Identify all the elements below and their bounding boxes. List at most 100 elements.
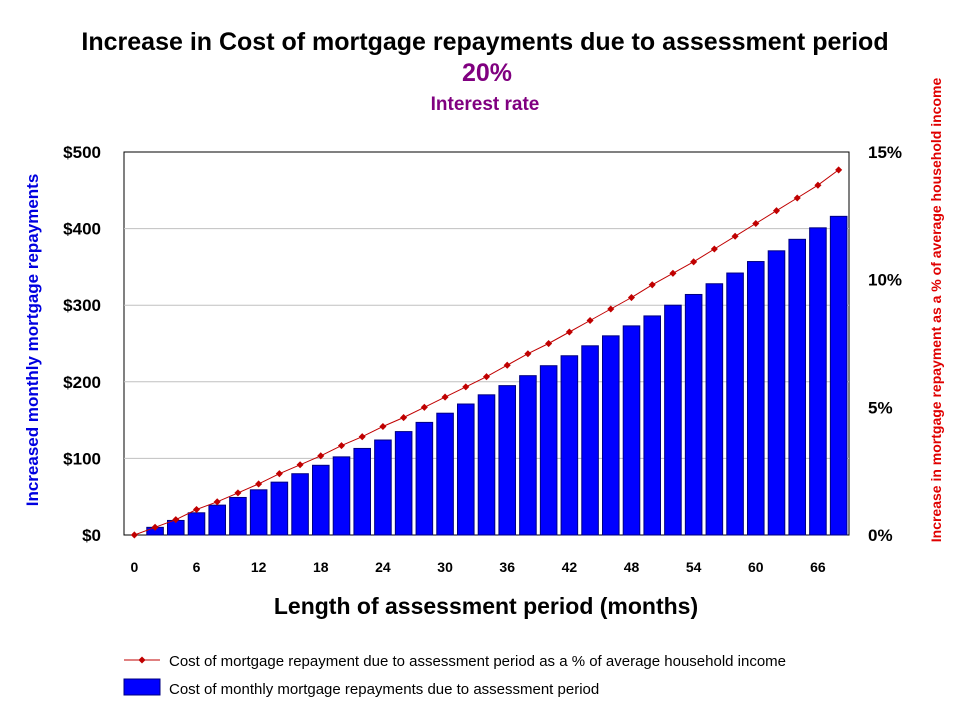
bar (643, 315, 662, 536)
legend-line-marker (138, 656, 146, 664)
y-right-tick-label: 5% (868, 398, 893, 417)
bar (187, 512, 206, 536)
chart-subtitle-value: 20% (462, 59, 512, 87)
x-ticks: 0 6 12 18 24 30 36 42 48 54 60 66 (130, 559, 825, 575)
bar (374, 439, 392, 536)
bar (539, 365, 558, 536)
bar (249, 489, 268, 536)
y-right-tick-label: 0% (868, 526, 893, 545)
x-tick-label: 36 (499, 559, 515, 575)
line-point (835, 166, 843, 174)
bar (312, 464, 330, 536)
x-tick-label: 60 (748, 559, 764, 575)
bar (684, 293, 703, 536)
bar (664, 304, 682, 536)
bar (457, 403, 475, 536)
bar (291, 473, 309, 536)
bar (788, 238, 807, 536)
line-point (213, 498, 221, 506)
y-left-tick-label: $100 (63, 449, 101, 468)
y-right-tick-label: 15% (868, 143, 902, 162)
x-tick-label: 12 (251, 559, 267, 575)
legend-bar-label: Cost of monthly mortgage repayments due … (169, 681, 599, 698)
line-point (462, 383, 470, 391)
line-point (503, 361, 511, 369)
bar (498, 385, 516, 536)
line-point (669, 269, 677, 277)
y-right-ticks: 0% 5% 10% 15% (868, 143, 902, 545)
chart-title: Increase in Cost of mortgage repayments … (81, 28, 888, 56)
bar (436, 412, 454, 536)
bar (519, 375, 537, 536)
x-tick-label: 0 (130, 559, 138, 575)
x-tick-label: 30 (437, 559, 453, 575)
y-left-tick-label: $0 (82, 526, 101, 545)
x-axis-label: Length of assessment period (months) (274, 593, 698, 619)
line-point (565, 328, 573, 336)
bar (829, 215, 848, 536)
line-point (420, 403, 428, 411)
line-point (192, 505, 201, 514)
bar (747, 261, 765, 536)
line-point (607, 305, 615, 313)
bar (332, 456, 351, 536)
bar (726, 272, 744, 536)
y-left-tick-label: $500 (63, 143, 101, 162)
bar (477, 394, 496, 536)
line-point (275, 470, 283, 478)
line-point (482, 373, 491, 381)
line-point (690, 258, 698, 266)
bar (581, 345, 599, 536)
bar (602, 335, 620, 536)
y-right-tick-label: 10% (868, 271, 902, 290)
y-left-tick-label: $300 (63, 296, 101, 315)
line-series (130, 166, 843, 539)
line-point (317, 452, 325, 460)
bar (270, 481, 289, 536)
bar (705, 283, 724, 536)
y-axis-label-left: Increased monthly mortgage repayments (23, 174, 42, 507)
x-tick-label: 48 (624, 559, 640, 575)
bar (622, 325, 641, 536)
line-point (441, 393, 449, 401)
line-point (296, 461, 304, 469)
x-tick-label: 66 (810, 559, 826, 575)
bar (353, 447, 371, 536)
bar (229, 496, 247, 536)
legend: Cost of mortgage repayment due to assess… (123, 653, 786, 698)
bars (146, 215, 848, 536)
line-point (648, 281, 656, 289)
line-point (545, 339, 553, 348)
line-point (337, 442, 346, 450)
bar (560, 355, 579, 536)
legend-bar-swatch (123, 678, 161, 696)
line-point (400, 414, 408, 422)
line-point (793, 194, 801, 202)
y-axis-label-right: Increase in mortgage repayment as a % of… (928, 78, 944, 543)
y-left-ticks: $0 $100 $200 $300 $400 $500 (63, 143, 101, 545)
x-tick-label: 42 (562, 559, 578, 575)
y-left-tick-label: $200 (63, 373, 101, 392)
x-tick-label: 54 (686, 559, 702, 575)
line-point (752, 219, 760, 228)
line-point (358, 433, 366, 441)
bar (208, 504, 227, 536)
legend-line-label: Cost of mortgage repayment due to assess… (169, 653, 786, 670)
x-tick-label: 24 (375, 559, 391, 575)
line-point (255, 480, 263, 488)
y-left-tick-label: $400 (63, 220, 101, 239)
bar (809, 227, 827, 536)
line-point (710, 245, 718, 253)
line-point (379, 422, 387, 431)
x-tick-label: 6 (193, 559, 201, 575)
bar (415, 421, 434, 536)
bar (394, 431, 413, 536)
chart-subtitle-label: Interest rate (431, 94, 540, 115)
line-point (524, 350, 532, 358)
line-point (234, 489, 242, 497)
line-point (772, 207, 781, 215)
line-point (814, 181, 822, 189)
x-tick-label: 18 (313, 559, 329, 575)
line-point (627, 293, 636, 302)
